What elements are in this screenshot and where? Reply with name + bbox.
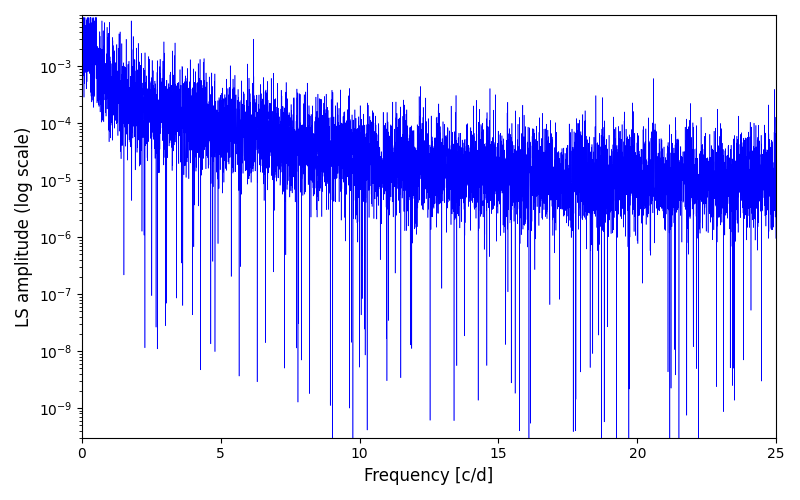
- Y-axis label: LS amplitude (log scale): LS amplitude (log scale): [15, 126, 33, 326]
- X-axis label: Frequency [c/d]: Frequency [c/d]: [364, 467, 494, 485]
